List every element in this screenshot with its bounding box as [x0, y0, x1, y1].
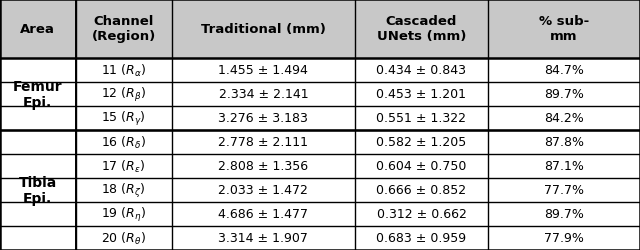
Text: 89.7%: 89.7%	[544, 88, 584, 101]
Text: 12 ($R_{\beta}$): 12 ($R_{\beta}$)	[101, 86, 146, 103]
Text: 0.582 ± 1.205: 0.582 ± 1.205	[376, 136, 467, 149]
Text: 0.453 ± 1.201: 0.453 ± 1.201	[376, 88, 467, 101]
Text: 11 ($R_{\alpha}$): 11 ($R_{\alpha}$)	[101, 63, 146, 79]
Text: 87.1%: 87.1%	[544, 160, 584, 173]
Text: 20 ($R_{\theta}$): 20 ($R_{\theta}$)	[101, 230, 146, 246]
Text: 77.7%: 77.7%	[544, 184, 584, 197]
Text: 0.666 ± 0.852: 0.666 ± 0.852	[376, 184, 467, 197]
Text: 18 ($R_{\zeta}$): 18 ($R_{\zeta}$)	[101, 181, 146, 199]
Text: 19 ($R_{\eta}$): 19 ($R_{\eta}$)	[101, 205, 146, 223]
Text: Channel
(Region): Channel (Region)	[92, 16, 156, 43]
Text: 0.683 ± 0.959: 0.683 ± 0.959	[376, 232, 467, 244]
Text: 87.8%: 87.8%	[544, 136, 584, 149]
Text: 3.314 ± 1.907: 3.314 ± 1.907	[218, 232, 308, 244]
Text: 77.9%: 77.9%	[544, 232, 584, 244]
Text: 0.551 ± 1.322: 0.551 ± 1.322	[376, 112, 467, 125]
Text: 16 ($R_{\delta}$): 16 ($R_{\delta}$)	[101, 134, 146, 150]
Text: 3.276 ± 3.183: 3.276 ± 3.183	[218, 112, 308, 125]
Text: 84.2%: 84.2%	[544, 112, 584, 125]
Text: Cascaded
UNets (mm): Cascaded UNets (mm)	[377, 16, 466, 43]
Text: 0.604 ± 0.750: 0.604 ± 0.750	[376, 160, 467, 173]
Text: 2.778 ± 2.111: 2.778 ± 2.111	[218, 136, 308, 149]
Text: 17 ($R_{\varepsilon}$): 17 ($R_{\varepsilon}$)	[101, 158, 146, 174]
Bar	[0, 0, 640, 59]
Text: Femur
Epi.: Femur Epi.	[13, 80, 63, 110]
Text: 84.7%: 84.7%	[544, 64, 584, 77]
Text: 0.434 ± 0.843: 0.434 ± 0.843	[376, 64, 467, 77]
Text: 0.312 ± 0.662: 0.312 ± 0.662	[376, 208, 467, 220]
Text: 1.455 ± 1.494: 1.455 ± 1.494	[218, 64, 308, 77]
Text: % sub-
mm: % sub- mm	[539, 16, 589, 43]
Text: 15 ($R_{\gamma}$): 15 ($R_{\gamma}$)	[101, 110, 146, 128]
Text: 4.686 ± 1.477: 4.686 ± 1.477	[218, 208, 308, 220]
Text: Traditional (mm): Traditional (mm)	[201, 23, 326, 36]
Text: Tibia
Epi.: Tibia Epi.	[19, 175, 57, 205]
Text: 2.334 ± 2.141: 2.334 ± 2.141	[218, 88, 308, 101]
Text: Area: Area	[20, 23, 55, 36]
Text: 2.033 ± 1.472: 2.033 ± 1.472	[218, 184, 308, 197]
Text: 2.808 ± 1.356: 2.808 ± 1.356	[218, 160, 308, 173]
Text: 89.7%: 89.7%	[544, 208, 584, 220]
